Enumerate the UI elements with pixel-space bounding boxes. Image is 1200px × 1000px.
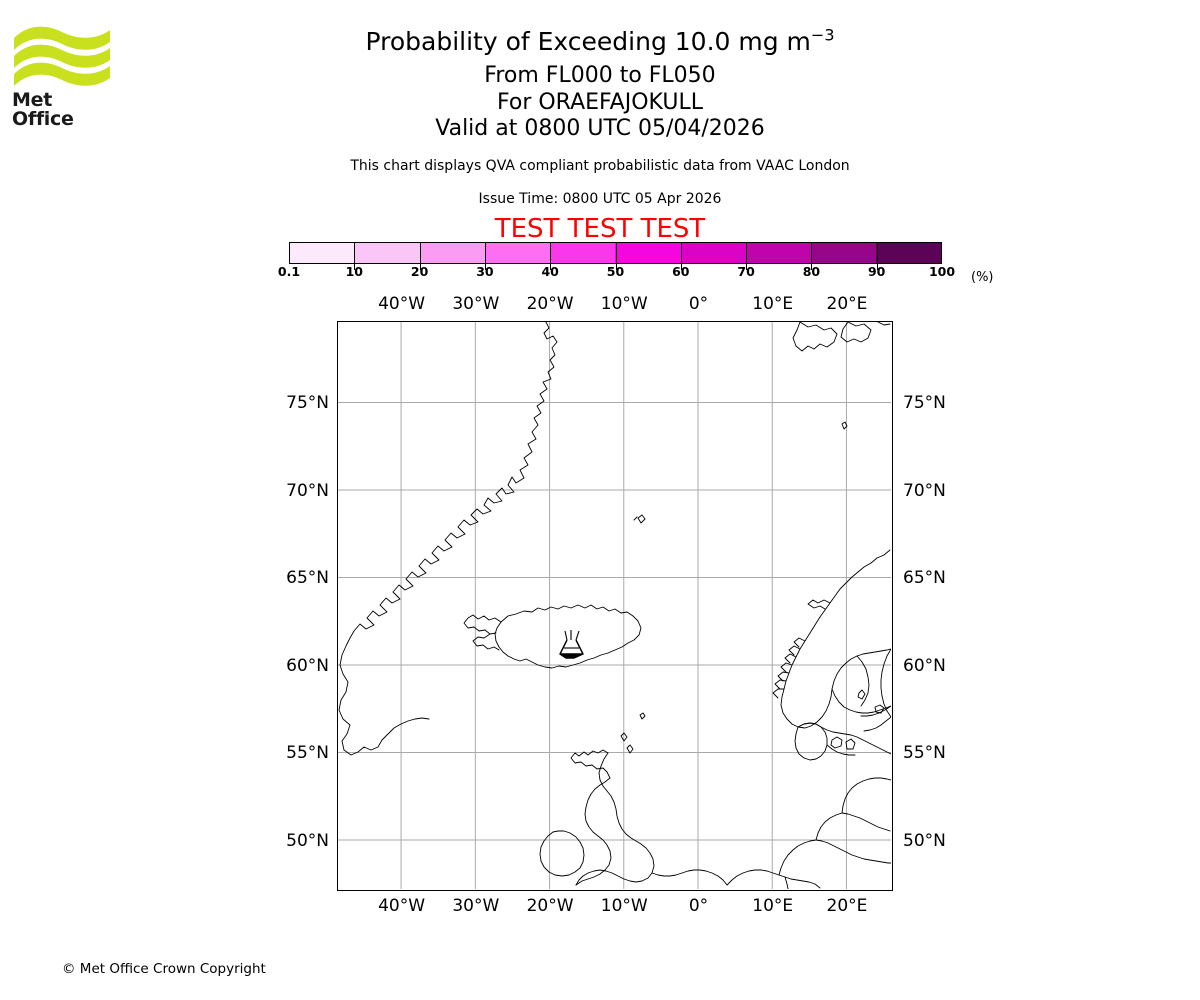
colorbar-tickmark-20 <box>419 242 421 270</box>
chart-title-text: Probability of Exceeding 10.0 mg m <box>365 27 811 56</box>
lat-label-right-50°N: 50°N <box>903 830 946 851</box>
flight-level-subtitle: From FL000 to FL050 <box>484 63 716 88</box>
lat-label-left-75°N: 75°N <box>286 393 329 413</box>
lon-label-bottom-40°W: 40°W <box>378 896 426 916</box>
lon-label-top-10°E: 10°E <box>752 294 794 314</box>
lat-label-left-50°N: 50°N <box>286 830 329 851</box>
colorbar-tick-50: 50 <box>606 264 625 279</box>
colorbar-tick-0.1: 0.1 <box>277 264 301 279</box>
lon-label-bottom-0°: 0° <box>688 896 709 916</box>
lon-label-top-0°: 0° <box>688 294 709 314</box>
colorbar-segment-40-50 <box>550 243 616 263</box>
lat-label-right-70°N: 70°N <box>903 480 946 501</box>
colorbar-tick-100: 100 <box>928 264 956 279</box>
volcano-marker-icon <box>559 630 584 659</box>
colorbar-tick-80: 80 <box>802 264 821 279</box>
test-banner: TEST TEST TEST <box>494 214 706 244</box>
colorbar-segment-20-30 <box>420 243 486 263</box>
colorbar-segment-80-90 <box>810 243 876 263</box>
colorbar-tickmark-80 <box>811 242 813 270</box>
lon-label-bottom-30°W: 30°W <box>452 896 500 916</box>
lat-label-right-60°N: 60°N <box>903 655 946 676</box>
chart-title-exponent: −3 <box>810 25 835 45</box>
colorbar-tick-30: 30 <box>476 264 494 279</box>
colorbar-segment-70-80 <box>745 243 811 263</box>
met-office-logo-text: Met Office <box>12 89 74 130</box>
colorbar-segment-50-60 <box>615 243 681 263</box>
map-gridlines <box>338 322 891 889</box>
lon-label-bottom-20°E: 20°E <box>826 896 868 916</box>
colorbar-tickmark-10 <box>354 242 356 270</box>
qva-compliance-note: This chart displays QVA compliant probab… <box>350 158 850 174</box>
lat-label-right-55°N: 55°N <box>903 743 946 763</box>
colorbar-segment-60-70 <box>680 243 746 263</box>
lat-label-left-55°N: 55°N <box>286 743 329 763</box>
lat-label-left-70°N: 70°N <box>286 480 329 501</box>
colorbar-tick-70: 70 <box>737 264 755 279</box>
colorbar-segment-30-40 <box>485 243 551 263</box>
lat-label-right-75°N: 75°N <box>903 393 946 413</box>
probability-colorbar <box>289 242 942 264</box>
colorbar-tick-10: 10 <box>345 264 363 279</box>
colorbar-tickmark-40 <box>550 242 552 270</box>
copyright-notice: © Met Office Crown Copyright <box>62 961 266 977</box>
colorbar-segment-0.1-10 <box>290 243 356 263</box>
lat-label-right-65°N: 65°N <box>903 568 946 588</box>
lon-label-bottom-20°W: 20°W <box>526 896 574 916</box>
colorbar-tickmark-90 <box>876 242 878 270</box>
met-office-wave-icon <box>14 26 110 86</box>
colorbar-tick-60: 60 <box>672 264 690 279</box>
chart-title: Probability of Exceeding 10.0 mg m−3 <box>0 26 1200 58</box>
colorbar-tickmark-30 <box>484 242 486 270</box>
map-svg <box>338 322 891 889</box>
colorbar-segment-90-100 <box>875 243 941 263</box>
map-coastlines <box>338 322 891 889</box>
met-office-logo: Met Office <box>12 22 112 129</box>
lat-label-left-60°N: 60°N <box>286 655 329 676</box>
lon-label-top-30°W: 30°W <box>452 294 500 314</box>
lon-label-top-20°E: 20°E <box>826 294 868 314</box>
map-plot-area[interactable] <box>337 321 893 891</box>
colorbar-tick-90: 90 <box>867 264 886 279</box>
lat-label-left-65°N: 65°N <box>286 568 329 588</box>
volcano-name-subtitle: For ORAEFAJOKULL <box>497 90 703 115</box>
lon-label-top-20°W: 20°W <box>526 294 574 314</box>
colorbar-units-label: (%) <box>971 270 994 285</box>
issue-time-label: Issue Time: 0800 UTC 05 Apr 2026 <box>478 191 722 207</box>
colorbar-tickmark-50 <box>615 242 617 270</box>
colorbar-tick-20: 20 <box>410 264 429 279</box>
lon-label-bottom-10°E: 10°E <box>752 896 794 916</box>
lon-label-top-40°W: 40°W <box>378 294 426 314</box>
valid-time-subtitle: Valid at 0800 UTC 05/04/2026 <box>435 116 765 141</box>
colorbar-segments <box>289 242 942 264</box>
colorbar-tick-40: 40 <box>541 264 559 279</box>
colorbar-tickmark-60 <box>680 242 682 270</box>
lon-label-bottom-10°W: 10°W <box>600 896 648 916</box>
lon-label-top-10°W: 10°W <box>600 294 648 314</box>
colorbar-tickmark-70 <box>746 242 748 270</box>
colorbar-segment-10-20 <box>355 243 421 263</box>
